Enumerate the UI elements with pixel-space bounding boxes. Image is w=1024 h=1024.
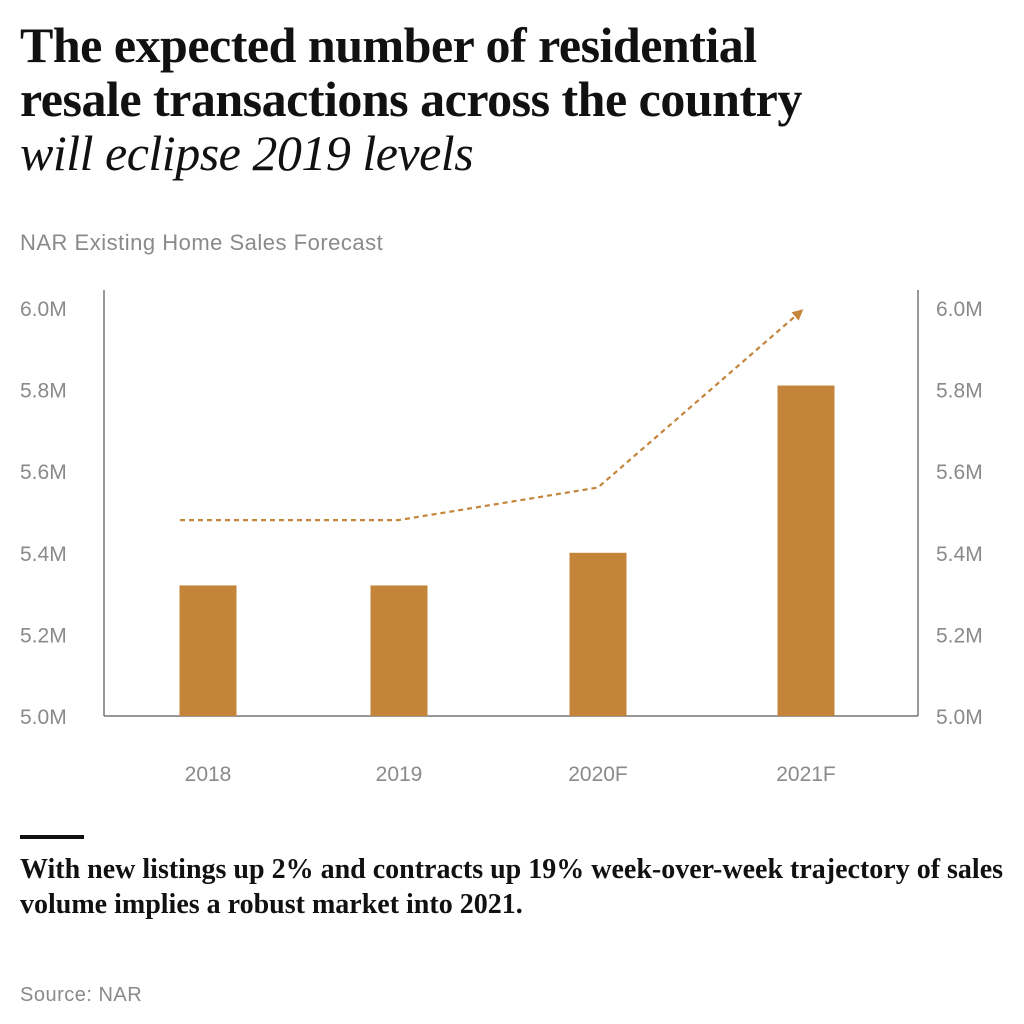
y-tick-left: 5.6M	[20, 461, 67, 484]
y-tick-right: 5.8M	[936, 380, 983, 403]
y-tick-left: 6.0M	[20, 298, 67, 321]
chart-subtitle: NAR Existing Home Sales Forecast	[20, 230, 384, 255]
title-line-1: The expected number of residential	[20, 17, 757, 73]
y-tick-right: 5.0M	[936, 706, 983, 729]
x-tick-label: 2021F	[776, 763, 836, 786]
y-tick-right: 5.4M	[936, 543, 983, 566]
x-tick-label: 2019	[376, 763, 423, 786]
bar-2021F	[777, 385, 835, 716]
y-tick-left: 5.2M	[20, 624, 67, 647]
title-line-2: resale transactions across the country	[20, 71, 802, 127]
title-italic: will eclipse 2019 levels	[20, 125, 474, 181]
trend-line	[180, 309, 804, 522]
bar-2020F	[569, 552, 627, 716]
y-tick-left: 5.8M	[20, 380, 67, 403]
divider-rule	[20, 835, 84, 839]
bar-2019	[370, 585, 428, 716]
bar-2018	[179, 585, 237, 716]
y-tick-right: 6.0M	[936, 298, 983, 321]
y-tick-left: 5.0M	[20, 706, 67, 729]
y-tick-right: 5.2M	[936, 624, 983, 647]
y-tick-right: 5.6M	[936, 461, 983, 484]
chart-title: The expected number of residential resal…	[20, 18, 802, 180]
y-tick-left: 5.4M	[20, 543, 67, 566]
chart-note: With new listings up 2% and contracts up…	[20, 854, 1004, 920]
x-tick-label: 2018	[185, 763, 232, 786]
source-label: Source: NAR	[20, 984, 143, 1006]
x-tick-label: 2020F	[568, 763, 628, 786]
